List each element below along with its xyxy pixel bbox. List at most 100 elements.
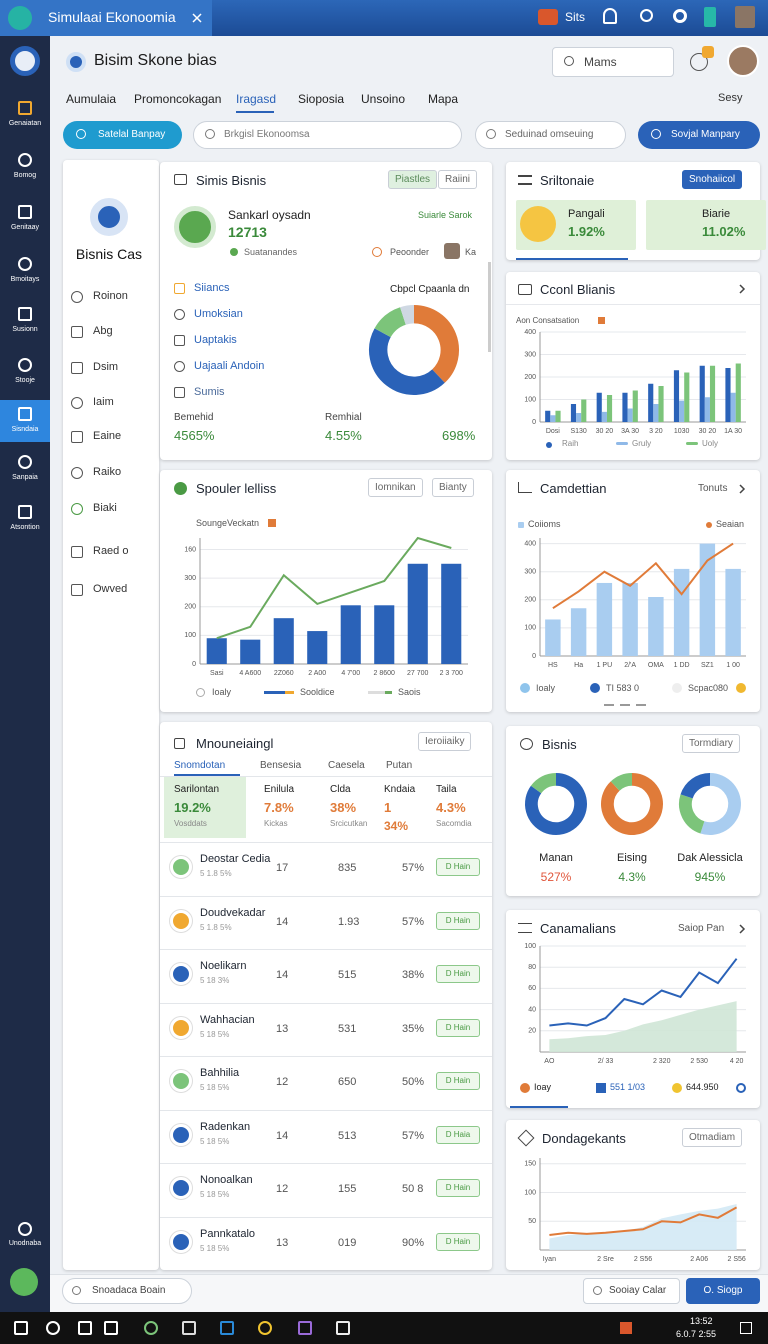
sidebar-logo[interactable] xyxy=(10,46,40,76)
search-icon[interactable] xyxy=(640,9,653,22)
taskbar-icon[interactable] xyxy=(14,1321,28,1335)
list-item[interactable]: Owved xyxy=(93,583,128,595)
nav-label[interactable]: Stooje xyxy=(15,377,35,384)
taskbar-icon[interactable] xyxy=(78,1321,92,1335)
list-item[interactable]: Dsim xyxy=(93,361,119,373)
card-button[interactable]: Tormdiary xyxy=(682,734,740,753)
nav-label[interactable]: Bomog xyxy=(13,172,37,179)
header-search-text[interactable]: Mams xyxy=(584,55,617,69)
table-tab[interactable]: Bensesia xyxy=(260,760,302,771)
footer-select-label[interactable]: Snoadaca Boain xyxy=(92,1285,166,1296)
taskbar-icon[interactable] xyxy=(220,1321,234,1335)
list-item[interactable]: Iaim xyxy=(93,396,114,408)
row-name[interactable]: Pannkatalo xyxy=(200,1227,256,1240)
app-icon[interactable] xyxy=(704,7,716,27)
list-item[interactable]: Siiancs xyxy=(194,282,230,294)
taskbar-icon[interactable] xyxy=(144,1321,158,1335)
taskbar-icon[interactable] xyxy=(104,1321,118,1335)
nav-label[interactable]: Atsontion xyxy=(10,524,40,531)
settings-icon[interactable] xyxy=(673,9,687,23)
select-label[interactable]: Seduinad omseuing xyxy=(505,129,594,140)
nav-label[interactable]: Susionn xyxy=(12,326,38,333)
nav-icon[interactable] xyxy=(18,153,32,167)
taskbar-icon[interactable] xyxy=(298,1321,312,1335)
nav-item[interactable]: Unsoino xyxy=(361,92,406,106)
table-tab[interactable]: Putan xyxy=(386,760,413,771)
list-item[interactable]: Raed o xyxy=(93,545,129,557)
nav-icon[interactable] xyxy=(18,307,32,321)
nav-icon[interactable] xyxy=(18,101,32,115)
row-button[interactable]: D Hain xyxy=(436,1072,480,1090)
sidebar-bottom-label[interactable]: Unodnaba xyxy=(8,1240,42,1247)
row-button[interactable]: D Haia xyxy=(436,1125,480,1144)
tab-close[interactable] xyxy=(192,13,202,23)
card-link[interactable]: Saiop Pan xyxy=(678,923,725,934)
footer-select[interactable] xyxy=(62,1278,192,1304)
taskbar-icon[interactable] xyxy=(258,1321,272,1335)
card-button[interactable]: Iomnikan xyxy=(368,478,423,497)
taskbar-icon[interactable] xyxy=(182,1321,196,1335)
list-item[interactable]: Eaine xyxy=(93,430,122,442)
card-button[interactable]: Raiini xyxy=(438,170,478,189)
list-item[interactable]: Uaptakis xyxy=(194,334,237,346)
table-tab[interactable]: Snomdotan xyxy=(174,760,226,771)
row-name[interactable]: Doudvekadar xyxy=(200,906,266,919)
card-button[interactable]: Snohaiicol xyxy=(682,170,743,189)
list-item[interactable]: Raiko xyxy=(93,466,122,478)
chevron[interactable] xyxy=(738,284,746,294)
nav-label[interactable]: Genitaay xyxy=(10,224,40,231)
list-item[interactable]: Roinon xyxy=(93,290,128,302)
notification-icon[interactable] xyxy=(603,8,617,24)
taskbar-icon[interactable] xyxy=(336,1321,350,1335)
card-button[interactable]: Otmadiam xyxy=(682,1128,743,1147)
chevron[interactable] xyxy=(738,924,746,934)
list-item[interactable]: Sumis xyxy=(194,386,225,398)
table-tab[interactable]: Caesela xyxy=(328,760,365,771)
row-button[interactable]: D Hain xyxy=(436,965,480,983)
nav-item[interactable]: Promoncokagan xyxy=(134,92,222,106)
nav-icon[interactable] xyxy=(18,505,32,519)
nav-label[interactable]: Genaiatan xyxy=(8,120,42,127)
row-name[interactable]: Noelikarn xyxy=(200,960,247,972)
nav-icon[interactable] xyxy=(18,205,32,219)
row-button[interactable]: D Hain xyxy=(436,1018,480,1037)
nav-icon[interactable] xyxy=(18,407,32,421)
list-item[interactable]: Umoksian xyxy=(194,308,243,320)
row-name[interactable]: Bahhilia xyxy=(200,1067,240,1079)
row-name[interactable]: Radenkan xyxy=(200,1120,251,1133)
search-box[interactable] xyxy=(193,121,462,149)
tab[interactable] xyxy=(0,0,212,36)
nav-item[interactable]: Mapa xyxy=(428,92,459,106)
nav-label[interactable]: Sanpaia xyxy=(12,474,38,481)
action-button-label[interactable]: Sovjal Manpary xyxy=(671,129,740,140)
taskbar-icon[interactable] xyxy=(46,1321,60,1335)
footer-action-label[interactable]: O. Siogp xyxy=(703,1285,743,1296)
card-button[interactable]: Ieroiiaiky xyxy=(418,732,472,751)
row-button[interactable]: D Hain xyxy=(436,911,480,930)
footer-search-label[interactable]: Sooiay Calar xyxy=(609,1285,667,1296)
row-name[interactable]: Nonoalkan xyxy=(200,1174,253,1186)
card-link[interactable]: Tonuts xyxy=(698,483,728,494)
nav-right[interactable]: Sesy xyxy=(718,92,743,104)
search-placeholder[interactable]: Brkgisl Ekonoomsa xyxy=(224,129,310,140)
user-avatar[interactable] xyxy=(735,6,755,28)
select-box[interactable] xyxy=(475,121,626,149)
sidebar-bottom-icon[interactable] xyxy=(18,1222,32,1236)
nav-item[interactable]: Iragasd xyxy=(236,92,277,106)
list-item[interactable]: Uajaali Andoin xyxy=(194,360,265,372)
row-name[interactable]: Wahhacian xyxy=(200,1013,255,1026)
row-button[interactable]: D Hain xyxy=(436,1232,480,1251)
list-item[interactable]: Biaki xyxy=(93,502,117,514)
row-button[interactable]: D Hain xyxy=(436,858,480,876)
card-button[interactable]: Bianty xyxy=(432,478,474,497)
header-avatar[interactable] xyxy=(727,45,759,77)
nav-icon[interactable] xyxy=(18,257,32,271)
nav-icon[interactable] xyxy=(18,358,32,372)
row-name[interactable]: Deostar Cedia xyxy=(200,853,271,865)
nav-item[interactable]: Sioposia xyxy=(298,92,345,106)
chevron[interactable] xyxy=(738,484,746,494)
primary-button-label[interactable]: Satelal Banpay xyxy=(98,129,166,140)
header-icon[interactable] xyxy=(690,53,708,71)
nav-label[interactable]: Bmoitays xyxy=(10,276,40,283)
nav-label[interactable]: Sisndaia xyxy=(11,426,39,433)
